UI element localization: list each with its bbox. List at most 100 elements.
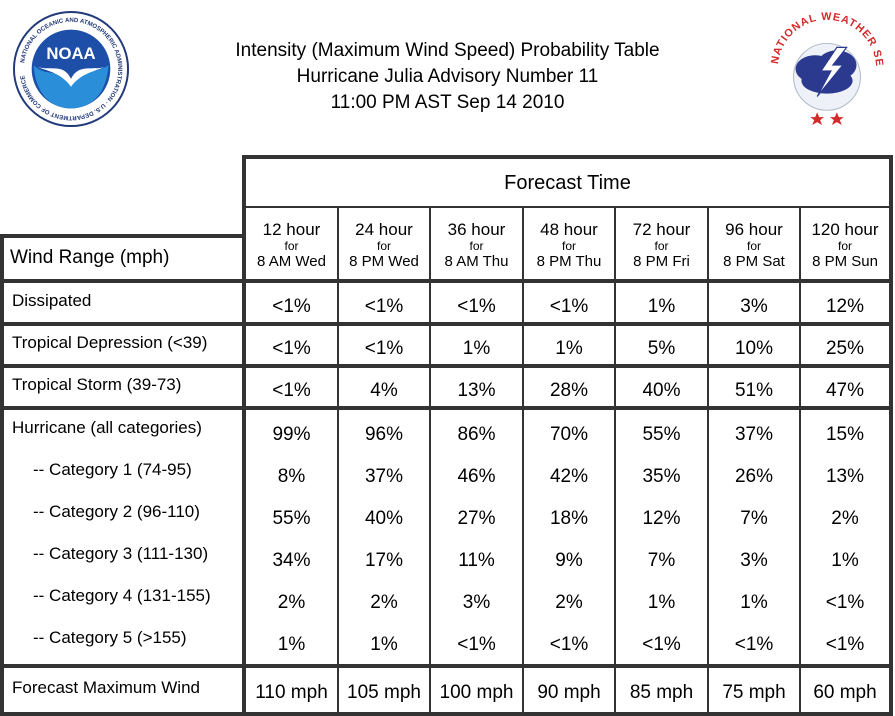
table-cell: 9%	[555, 550, 583, 571]
table-cell: <1%	[734, 634, 774, 655]
table-cell: 5%	[647, 338, 676, 359]
table-cell: 10%	[734, 338, 774, 359]
border-line	[0, 279, 893, 283]
column-header-hour: 48 hour	[540, 220, 598, 239]
column-header-hour: 24 hour	[355, 220, 413, 239]
table-cell: 2%	[555, 592, 583, 613]
column-header-for: for	[376, 239, 391, 253]
column-header: 12 hour for 8 AM Wed	[246, 220, 337, 271]
table-cell: 1%	[555, 338, 583, 359]
table-cell: 55%	[642, 424, 681, 445]
column-divider	[707, 206, 709, 716]
column-divider	[799, 206, 801, 716]
table-cell: 3%	[740, 296, 768, 317]
column-header-for: for	[654, 239, 669, 253]
forecast-time-heading: Forecast Time	[504, 172, 631, 194]
column-header-for: for	[284, 239, 299, 253]
table-cell: 1%	[462, 338, 491, 359]
table-cell: 34%	[272, 550, 311, 571]
wind-range-heading: Wind Range (mph)	[10, 247, 170, 268]
max-wind-cell: 90 mph	[537, 682, 601, 703]
table-cell: 26%	[734, 466, 774, 487]
column-header-for: for	[837, 239, 852, 253]
border-line	[242, 234, 246, 716]
nws-logo: NATIONAL WEATHER SERVICE	[768, 10, 884, 127]
table-cell: 27%	[457, 508, 496, 529]
title-line-1: Intensity (Maximum Wind Speed) Probabili…	[235, 40, 660, 61]
table-cell: 51%	[734, 380, 774, 401]
table-cell: 3%	[462, 592, 491, 613]
table-cell: 13%	[457, 380, 496, 401]
noaa-logo: NATIONAL OCEANIC AND ATMOSPHERIC ADMINIS…	[12, 10, 130, 128]
column-header-hour: 96 hour	[725, 220, 783, 239]
table-cell: 46%	[457, 466, 496, 487]
row-label: -- Category 5 (>155)	[33, 628, 187, 647]
column-header-when: 8 AM Wed	[257, 253, 326, 270]
row-label: Hurricane (all categories)	[12, 418, 202, 437]
table-cell: 11%	[458, 550, 495, 571]
table-cell: <1%	[825, 634, 865, 655]
table-cell: 1%	[370, 634, 398, 655]
table-cell: 12%	[642, 508, 681, 529]
border-line	[0, 664, 893, 668]
title-line-2: Hurricane Julia Advisory Number 11	[296, 66, 599, 87]
row-label: -- Category 4 (131-155)	[33, 586, 211, 605]
table-cell: 40%	[642, 380, 681, 401]
row-label: -- Category 2 (96-110)	[33, 502, 200, 521]
column-divider	[614, 206, 616, 716]
table-cell: <1%	[825, 592, 865, 613]
table-cell: 25%	[825, 338, 865, 359]
table-cell: 1%	[647, 592, 676, 613]
table-cell: <1%	[642, 634, 681, 655]
table-cell: <1%	[272, 338, 311, 359]
column-divider	[337, 206, 339, 716]
border-line	[0, 364, 893, 368]
border-line	[242, 206, 892, 208]
border-line	[0, 406, 893, 410]
column-divider	[429, 206, 431, 716]
table-cell: 18%	[549, 508, 589, 529]
table-cell: 2%	[370, 592, 398, 613]
table-cell: 35%	[642, 466, 681, 487]
table-cell: 8%	[277, 466, 306, 487]
table-cell: 37%	[364, 466, 404, 487]
border-line	[889, 155, 893, 716]
table-cell: 99%	[272, 424, 311, 445]
table-cell: <1%	[364, 338, 404, 359]
border-line	[0, 234, 4, 716]
column-header-hour: 72 hour	[632, 220, 691, 239]
border-line	[242, 155, 246, 235]
column-header-when: 8 AM Thu	[444, 253, 509, 270]
column-header-hour: 12 hour	[262, 220, 321, 239]
row-label: Dissipated	[12, 291, 92, 310]
column-header-for: for	[561, 239, 576, 253]
column-header: 36 hour for 8 AM Thu	[431, 220, 522, 271]
table-cell: 70%	[549, 424, 589, 445]
table-cell: 47%	[825, 380, 865, 401]
column-header-hour: 120 hour	[811, 220, 879, 239]
table-cell: <1%	[549, 634, 589, 655]
column-header: 48 hour for 8 PM Thu	[524, 220, 614, 271]
max-wind-cell: 110 mph	[255, 682, 328, 703]
table-cell: 86%	[457, 424, 496, 445]
row-label: -- Category 3 (111-130)	[33, 544, 209, 563]
column-header-when: 8 PM Fri	[633, 253, 690, 270]
column-header: 120 hour for 8 PM Sun	[801, 220, 889, 271]
max-wind-cell: 75 mph	[722, 682, 786, 703]
noaa-logo-text: NOAA	[46, 44, 95, 63]
table-cell: <1%	[457, 296, 496, 317]
column-header: 96 hour for 8 PM Sat	[709, 220, 799, 271]
column-header-when: 8 PM Thu	[536, 253, 602, 270]
table-cell: 1%	[647, 296, 676, 317]
column-header-hour: 36 hour	[447, 220, 506, 239]
table-cell: 7%	[647, 550, 676, 571]
column-header: 72 hour for 8 PM Fri	[616, 220, 707, 271]
max-wind-label: Forecast Maximum Wind	[12, 678, 200, 697]
table-cell: 13%	[825, 466, 865, 487]
table-cell: 3%	[740, 550, 768, 571]
column-header-when: 8 PM Sat	[723, 253, 785, 270]
row-label: Tropical Depression (<39)	[12, 333, 208, 352]
max-wind-cell: 100 mph	[439, 682, 514, 703]
table-cell: <1%	[364, 296, 404, 317]
table-cell: 37%	[734, 424, 774, 445]
